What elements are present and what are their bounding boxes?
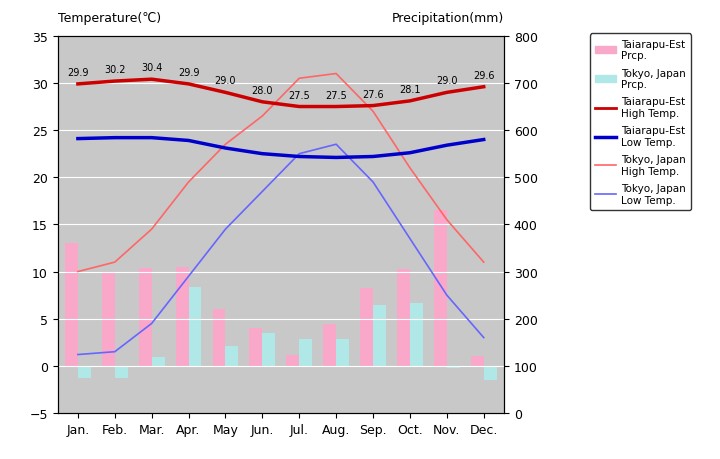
Bar (434, 211, 447, 366)
Bar (78, 366, 91, 378)
Text: 27.5: 27.5 (325, 90, 347, 101)
Bar (212, 309, 225, 366)
Bar (287, 355, 300, 366)
Text: Temperature(℃): Temperature(℃) (58, 12, 161, 25)
Text: 28.1: 28.1 (399, 85, 420, 95)
Text: 30.4: 30.4 (141, 63, 163, 73)
Bar (323, 325, 336, 366)
Bar (262, 333, 275, 366)
Bar (484, 366, 497, 380)
Bar (139, 268, 152, 366)
Bar (176, 267, 189, 366)
Bar (189, 287, 202, 366)
Bar (225, 346, 238, 366)
Legend: Taiarapu-Est
Prcp., Tokyo, Japan
Prcp., Taiarapu-Est
High Temp., Taiarapu-Est
Lo: Taiarapu-Est Prcp., Tokyo, Japan Prcp., … (590, 34, 690, 211)
Bar (397, 269, 410, 366)
Text: 27.5: 27.5 (289, 90, 310, 101)
Bar (373, 306, 386, 366)
Text: 29.6: 29.6 (473, 71, 495, 81)
Bar (249, 328, 262, 366)
Text: 29.9: 29.9 (178, 68, 199, 78)
Bar (471, 357, 484, 366)
Bar (410, 303, 423, 366)
Text: 29.9: 29.9 (67, 68, 89, 78)
Bar (114, 366, 127, 378)
Text: Precipitation(mm): Precipitation(mm) (392, 12, 504, 25)
Bar (447, 366, 460, 368)
Bar (336, 340, 349, 366)
Bar (360, 288, 373, 366)
Bar (300, 340, 312, 366)
Text: 29.0: 29.0 (436, 76, 458, 86)
Bar (65, 244, 78, 366)
Bar (152, 358, 165, 366)
Text: 30.2: 30.2 (104, 65, 125, 75)
Text: 27.6: 27.6 (362, 90, 384, 100)
Text: 29.0: 29.0 (215, 76, 236, 86)
Bar (102, 274, 114, 366)
Text: 28.0: 28.0 (251, 86, 273, 95)
